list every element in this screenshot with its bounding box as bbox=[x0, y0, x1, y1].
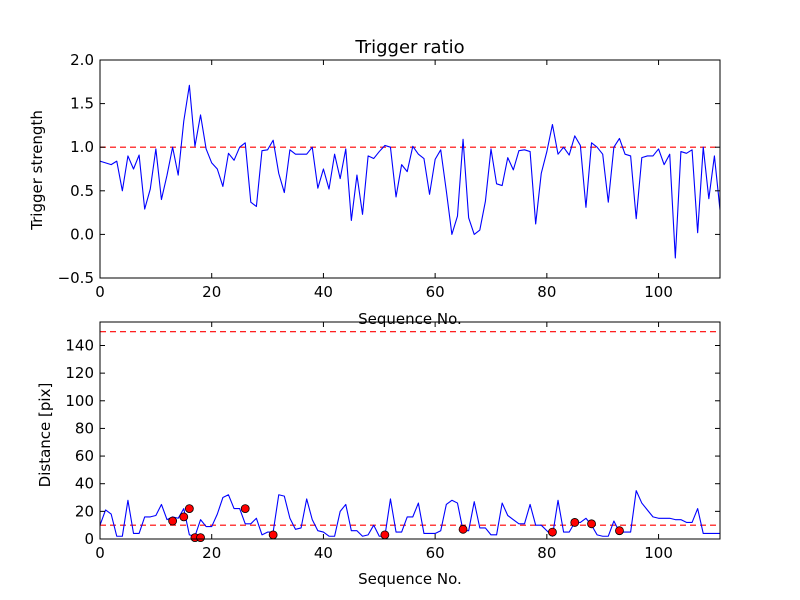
x-axis-label: Sequence No. bbox=[358, 310, 462, 328]
x-tick-label: 20 bbox=[202, 544, 221, 562]
x-axis-label: Sequence No. bbox=[358, 570, 462, 588]
x-tick-label: 40 bbox=[314, 544, 333, 562]
x-tick-label: 0 bbox=[95, 283, 105, 301]
data-point-marker bbox=[548, 527, 557, 537]
data-point-marker bbox=[168, 516, 178, 526]
series-line bbox=[100, 490, 720, 537]
axis-ticks: 0 20 40 60 80 100 −0.5 0.0 0.5 1.0 1.5 2.0 bbox=[58, 51, 720, 301]
y-tick-label: 2.0 bbox=[70, 51, 94, 69]
trigger-ratio-chart: Trigger ratio 0 20 40 60 80 100 −0.5 0.0 0.5 1.0 1… bbox=[28, 37, 721, 328]
y-tick-label: 0 bbox=[84, 530, 94, 548]
y-tick-label: 1.0 bbox=[70, 138, 94, 156]
x-tick-label: 100 bbox=[644, 544, 673, 562]
y-tick-label: 120 bbox=[65, 364, 94, 382]
y-tick-label: 1.5 bbox=[70, 95, 94, 113]
chart-title: Trigger ratio bbox=[354, 37, 464, 58]
series-line bbox=[100, 84, 720, 259]
x-tick-label: 0 bbox=[95, 544, 105, 562]
data-point-marker bbox=[570, 518, 580, 527]
x-tick-label: 60 bbox=[426, 283, 445, 301]
x-tick-label: 80 bbox=[537, 544, 556, 562]
plot-content bbox=[100, 331, 720, 537]
data-point-marker bbox=[179, 512, 189, 522]
plot-content bbox=[100, 84, 720, 259]
y-tick-label: 0.5 bbox=[70, 182, 94, 200]
data-point-marker bbox=[268, 530, 278, 540]
y-tick-label: 20 bbox=[75, 502, 94, 520]
y-tick-label: 0.0 bbox=[70, 225, 94, 243]
y-axis-label: Trigger strength bbox=[28, 110, 46, 231]
data-point-marker bbox=[240, 504, 250, 513]
data-point-marker bbox=[196, 533, 205, 543]
axes-frame bbox=[99, 321, 721, 540]
y-tick-label: 80 bbox=[75, 419, 94, 437]
plot-area bbox=[100, 331, 720, 543]
x-tick-label: 60 bbox=[426, 544, 445, 562]
plot-area bbox=[100, 84, 720, 259]
y-tick-label: 40 bbox=[75, 475, 94, 493]
axes-frame bbox=[99, 59, 721, 279]
y-tick-label: −0.5 bbox=[58, 269, 94, 287]
x-tick-label: 40 bbox=[314, 283, 333, 301]
data-point-marker bbox=[615, 526, 624, 536]
data-point-marker bbox=[458, 524, 468, 534]
y-tick-label: 100 bbox=[65, 392, 94, 410]
distance-chart: 0 20 40 60 80 100 0 20 40 60 80 100 120 140 Sequence … bbox=[36, 321, 721, 588]
x-tick-label: 80 bbox=[537, 283, 556, 301]
data-point-marker bbox=[380, 530, 390, 540]
axis-ticks: 0 20 40 60 80 100 0 20 40 60 80 100 120 140 bbox=[65, 322, 720, 562]
y-tick-label: 60 bbox=[75, 447, 94, 465]
x-tick-label: 100 bbox=[644, 283, 673, 301]
y-tick-label: 140 bbox=[65, 336, 94, 354]
data-point-marker bbox=[184, 504, 194, 513]
data-point-marker bbox=[587, 519, 596, 529]
x-tick-label: 20 bbox=[202, 283, 221, 301]
y-axis-label: Distance [pix] bbox=[36, 383, 54, 488]
